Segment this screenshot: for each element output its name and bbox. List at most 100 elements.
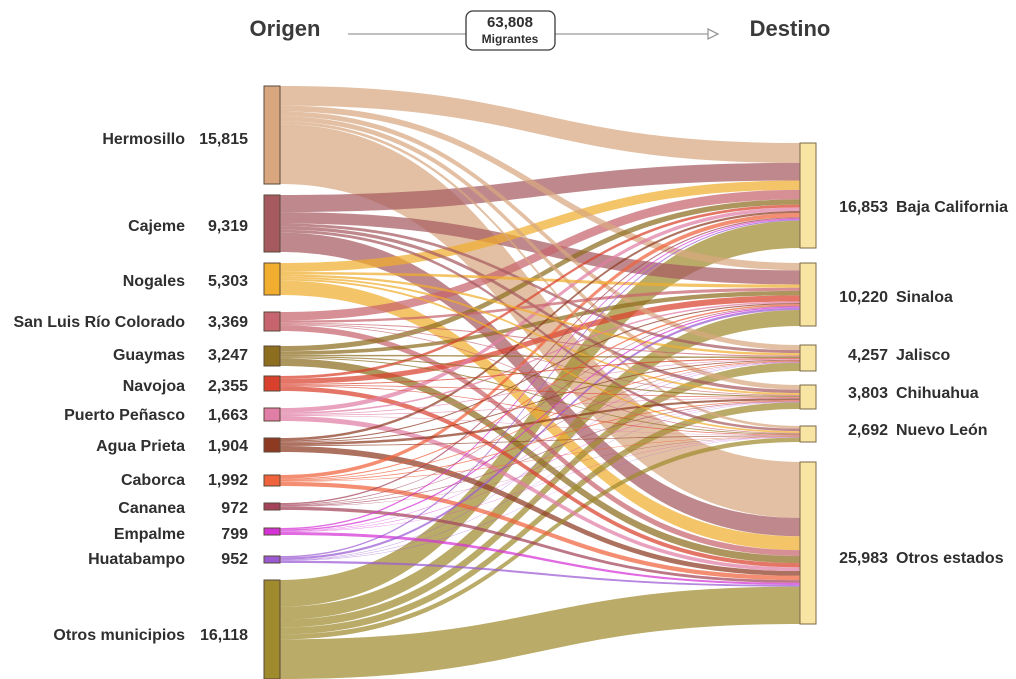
total-box: [465, 10, 556, 51]
header: Origen Destino 63,808 Migrantes: [250, 10, 830, 51]
origin-value-huatabampo: 952: [221, 551, 248, 568]
flow-otros-municipios-to-sinaloa: [280, 309, 800, 620]
flow-guaymas-to-jalisco: [280, 354, 800, 359]
flow-agua-prieta-to-sinaloa: [280, 302, 800, 442]
flow-hermosillo-to-sinaloa: [280, 105, 800, 271]
origin-name-navojoa: Navojoa: [123, 378, 185, 395]
flow-caborca-to-baja-california: [280, 213, 800, 479]
flow-huatabampo-to-baja-california: [280, 219, 800, 558]
flow-cajeme-to-chihuahua: [280, 226, 800, 394]
flow-puerto-penasco-to-jalisco: [280, 359, 800, 415]
origin-node-agua-prieta: [263, 437, 281, 453]
flow-puerto-penasco-to-otros-estados: [280, 416, 800, 572]
origin-name-empalme: Empalme: [114, 526, 185, 543]
flow-hermosillo-to-nuevo-leon: [280, 121, 800, 429]
flow-nogales-to-baja-california: [280, 180, 800, 272]
flow-navojoa-to-otros-estados: [280, 386, 800, 568]
flow-puerto-penasco-to-sinaloa: [280, 301, 800, 414]
flow-cananea-to-jalisco: [280, 361, 800, 506]
flow-cajeme-to-jalisco: [280, 223, 800, 354]
origin-value-agua-prieta: 1,904: [208, 438, 248, 455]
flow-huatabampo-to-nuevo-leon: [280, 437, 800, 561]
flow-navojoa-to-chihuahua: [280, 384, 800, 398]
flow-otros-municipios-to-nuevo-leon: [280, 437, 800, 640]
origin-value-guaymas: 3,247: [208, 347, 248, 364]
flow-cajeme-to-sinaloa: [280, 212, 800, 285]
origin-node-cananea: [263, 502, 281, 511]
origin-node-nogales: [263, 262, 281, 296]
origin-node-navojoa: [263, 375, 281, 392]
flow-nogales-to-sinaloa: [280, 271, 800, 288]
flow-empalme-to-sinaloa: [280, 306, 800, 531]
flow-otros-municipios-to-otros-estados: [280, 586, 800, 679]
origin-value-otros-municipios: 16,118: [200, 627, 248, 644]
destination-nodes: [799, 142, 817, 625]
destination-value-jalisco: 4,257: [848, 347, 888, 364]
flow-agua-prieta-to-baja-california: [280, 210, 800, 441]
flow-guaymas-to-sinaloa: [280, 290, 800, 355]
destination-node-nuevo-leon: [799, 425, 817, 443]
flow-caborca-to-jalisco: [280, 360, 800, 481]
flow-caborca-to-nuevo-leon: [280, 436, 800, 482]
flow-cananea-to-sinaloa: [280, 305, 800, 506]
flow-caborca-to-sinaloa: [280, 304, 800, 480]
destination-name-baja-california: Baja California: [896, 199, 1008, 216]
destination-value-otros-estados: 25,983: [839, 550, 888, 567]
origin-name-otros-municipios: Otros municipios: [53, 627, 185, 644]
flow-cananea-to-baja-california: [280, 217, 800, 505]
destination-node-sinaloa: [799, 262, 817, 327]
origin-value-navojoa: 2,355: [208, 378, 248, 395]
origin-name-guaymas: Guaymas: [113, 347, 185, 364]
total-value: 63,808: [487, 14, 533, 31]
origin-node-guaymas: [263, 345, 281, 367]
destination-node-chihuahua: [799, 384, 817, 410]
flow-san-luis-rio-colorado-to-sinaloa: [280, 287, 800, 323]
origin-value-puerto-penasco: 1,663: [208, 407, 248, 424]
flow-cananea-to-nuevo-leon: [280, 436, 800, 507]
flow-cananea-to-otros-estados: [280, 506, 800, 583]
origin-value-nogales: 5,303: [208, 273, 248, 290]
origin-name-huatabampo: Huatabampo: [88, 551, 185, 568]
origin-name-caborca: Caborca: [121, 472, 185, 489]
flow-huatabampo-to-jalisco: [280, 362, 800, 561]
destination-name-jalisco: Jalisco: [896, 347, 950, 364]
destination-name-chihuahua: Chihuahua: [896, 385, 979, 402]
flow-navojoa-to-jalisco: [280, 358, 800, 385]
flow-layer: [280, 86, 800, 679]
origin-node-hermosillo: [263, 85, 281, 185]
destination-name-sinaloa: Sinaloa: [896, 289, 953, 306]
origin-value-cananea: 972: [221, 500, 248, 517]
destination-value-chihuahua: 3,803: [848, 385, 888, 402]
origin-name-hermosillo: Hermosillo: [102, 131, 185, 148]
origin-node-otros-municipios: [263, 579, 281, 679]
origin-name-cajeme: Cajeme: [128, 218, 185, 235]
flow-huatabampo-to-otros-estados: [280, 560, 800, 587]
flow-agua-prieta-to-chihuahua: [280, 398, 800, 446]
origin-name-san-luis-rio-colorado: San Luis Río Colorado: [13, 314, 185, 331]
origin-name-cananea: Cananea: [118, 500, 185, 517]
destination-name-otros-estados: Otros estados: [896, 550, 1004, 567]
flow-agua-prieta-to-nuevo-leon: [280, 435, 800, 446]
origin-header: Origen: [250, 16, 321, 41]
origin-name-agua-prieta: Agua Prieta: [96, 438, 185, 455]
flow-hermosillo-to-jalisco: [280, 111, 800, 351]
destination-value-baja-california: 16,853: [839, 199, 888, 216]
origin-value-cajeme: 9,319: [208, 218, 248, 235]
flow-cananea-to-chihuahua: [280, 401, 800, 507]
flow-san-luis-rio-colorado-to-chihuahua: [280, 323, 800, 396]
flow-caborca-to-otros-estados: [280, 481, 800, 581]
flow-empalme-to-baja-california: [280, 218, 800, 530]
flow-guaymas-to-otros-estados: [280, 358, 800, 564]
flow-agua-prieta-to-otros-estados: [280, 445, 800, 576]
flow-empalme-to-chihuahua: [280, 401, 800, 532]
flow-navojoa-to-baja-california: [280, 204, 800, 379]
flow-cajeme-to-nuevo-leon: [280, 229, 800, 432]
origin-nodes: [263, 85, 281, 679]
origin-node-cajeme: [263, 194, 281, 253]
origin-value-hermosillo: 15,815: [199, 131, 248, 148]
destination-name-nuevo-leon: Nuevo León: [896, 422, 988, 439]
destination-node-otros-estados: [799, 461, 817, 625]
flow-nogales-to-jalisco: [280, 274, 800, 356]
origin-value-caborca: 1,992: [208, 472, 248, 489]
